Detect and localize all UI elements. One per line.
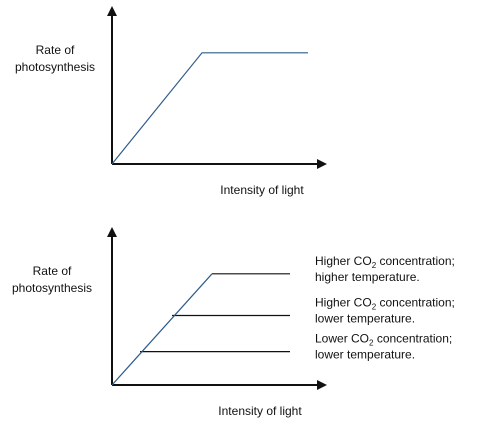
chart-bottom-series-label-2-line-2: lower temperature. <box>315 312 415 326</box>
chart-bottom-series-label-3-line-2: lower temperature. <box>315 348 415 362</box>
chart-top-y-label-line-2: photosynthesis <box>15 60 95 74</box>
chart-top-series-group <box>111 52 308 165</box>
chart-bottom-series-label-2-line-1: Higher CO2 concentration; <box>315 296 455 312</box>
chart-bottom-series-label-1-line-1: Higher CO2 concentration; <box>315 254 455 270</box>
chart-bottom-limiting-line <box>111 273 213 386</box>
chart-top-series-line-1 <box>111 52 308 165</box>
chart-bottom-series-label-1-line-2: higher temperature. <box>315 270 420 284</box>
chart-bottom: Higher CO2 concentration;higher temperat… <box>12 227 455 418</box>
chart-bottom-series-group <box>111 273 290 386</box>
chart-top-x-label: Intensity of light <box>220 183 304 197</box>
chart-bottom-series-labels: Higher CO2 concentration;higher temperat… <box>315 254 455 362</box>
chart-bottom-series-label-3-line-1: Lower CO2 concentration; <box>315 332 452 348</box>
chart-bottom-y-label-line-2: photosynthesis <box>12 281 92 295</box>
chart-top: Rate of photosynthesis Intensity of ligh… <box>15 6 327 197</box>
chart-bottom-y-label-line-1: Rate of <box>33 264 72 278</box>
chart-top-y-label-line-1: Rate of <box>36 43 75 57</box>
chart-bottom-x-label: Intensity of light <box>218 404 302 418</box>
